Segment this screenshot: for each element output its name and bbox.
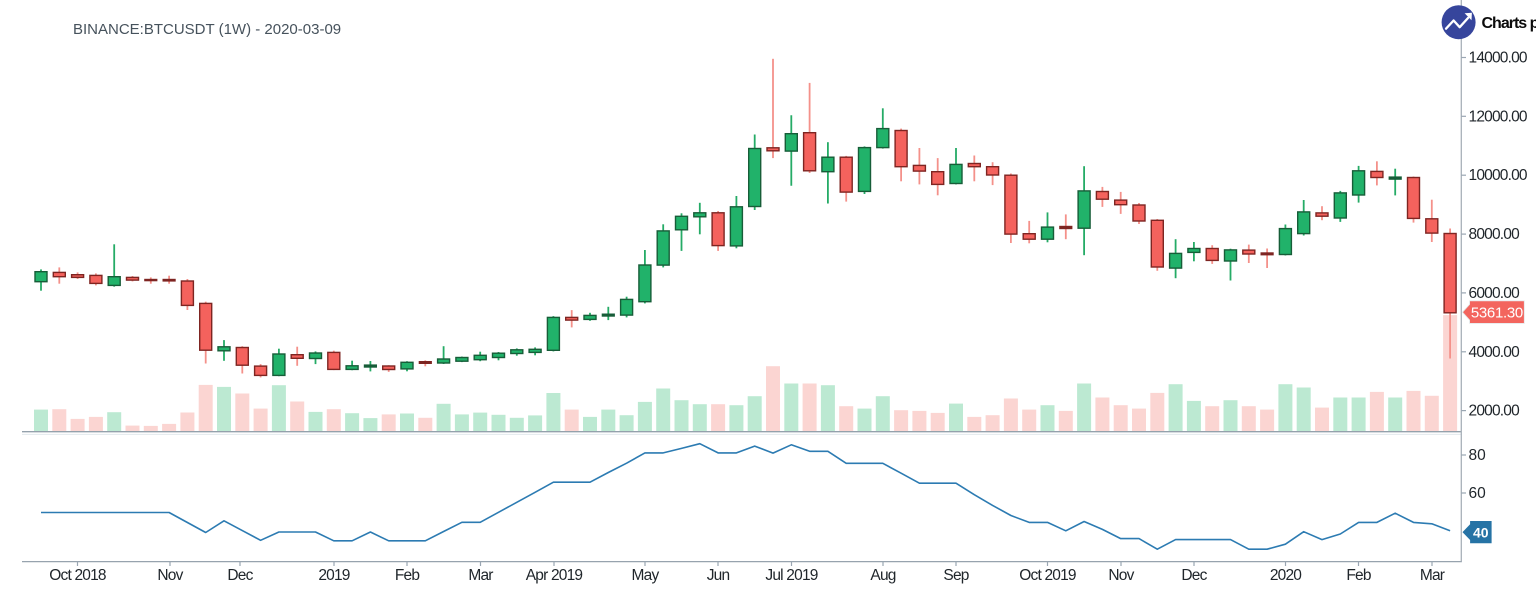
svg-text:Mar: Mar	[468, 567, 493, 584]
svg-text:40: 40	[1473, 524, 1489, 540]
svg-text:5361.30: 5361.30	[1471, 304, 1523, 321]
svg-text:Nov: Nov	[157, 567, 183, 584]
svg-text:2020: 2020	[1270, 567, 1302, 584]
svg-text:14000.00: 14000.00	[1469, 50, 1528, 67]
svg-text:4000.00: 4000.00	[1469, 344, 1521, 361]
svg-text:Oct 2018: Oct 2018	[49, 567, 106, 584]
svg-text:10000.00: 10000.00	[1469, 167, 1528, 184]
svg-text:Nov: Nov	[1108, 567, 1134, 584]
svg-text:Aug: Aug	[870, 567, 895, 584]
svg-text:Jun: Jun	[707, 567, 730, 584]
svg-text:Dec: Dec	[227, 567, 253, 584]
svg-text:8000.00: 8000.00	[1469, 226, 1521, 243]
svg-text:Feb: Feb	[395, 567, 419, 584]
svg-text:Feb: Feb	[1346, 567, 1370, 584]
svg-text:Charts powered by: Charts powered by	[1482, 15, 1536, 32]
svg-text:May: May	[632, 567, 660, 584]
svg-text:6000.00: 6000.00	[1469, 285, 1521, 302]
svg-text:Dec: Dec	[1181, 567, 1207, 584]
svg-text:Apr 2019: Apr 2019	[526, 567, 583, 584]
svg-text:BINANCE:BTCUSDT (1W) - 2020-03: BINANCE:BTCUSDT (1W) - 2020-03-09	[73, 21, 341, 38]
svg-text:2019: 2019	[318, 567, 349, 584]
svg-text:Mar: Mar	[1420, 567, 1445, 584]
svg-text:60: 60	[1469, 485, 1487, 502]
svg-text:2000.00: 2000.00	[1469, 403, 1521, 420]
svg-text:Oct 2019: Oct 2019	[1019, 567, 1076, 584]
svg-text:Sep: Sep	[943, 567, 968, 584]
svg-text:12000.00: 12000.00	[1469, 108, 1528, 125]
svg-text:Jul 2019: Jul 2019	[765, 567, 817, 584]
svg-text:80: 80	[1469, 447, 1487, 464]
